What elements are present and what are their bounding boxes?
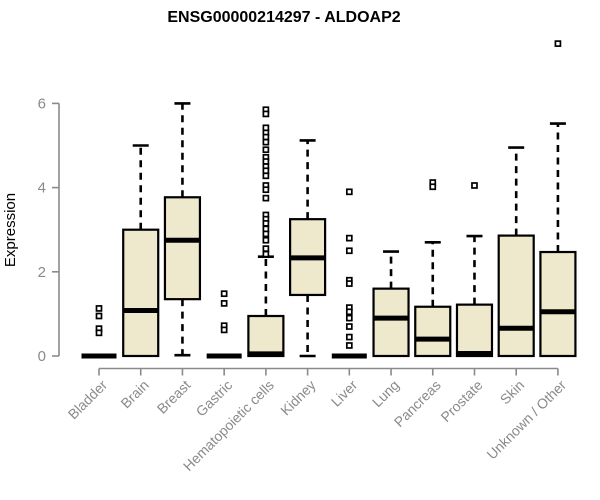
outlier-point xyxy=(345,333,353,341)
outlier-point xyxy=(95,329,103,337)
box xyxy=(122,228,160,358)
outlier-point xyxy=(345,342,353,349)
outlier-point xyxy=(262,236,270,244)
box xyxy=(372,287,410,358)
outlier-point xyxy=(220,326,228,334)
outlier-point xyxy=(471,182,478,189)
outlier-point xyxy=(262,220,270,227)
box xyxy=(539,250,577,358)
outlier-point xyxy=(262,250,270,258)
box xyxy=(247,314,285,358)
category-label: Bladder xyxy=(65,377,111,423)
outlier-point xyxy=(429,183,437,191)
outlier-point xyxy=(220,290,228,298)
y-tick-label: 2 xyxy=(38,264,46,281)
outlier-point xyxy=(345,247,353,255)
outlier-point xyxy=(220,300,228,307)
category-label: Unknown / Other xyxy=(483,377,569,463)
category-label: Skin xyxy=(497,377,528,408)
y-axis-title: Expression xyxy=(2,193,19,267)
y-tick-label: 6 xyxy=(38,95,46,112)
box xyxy=(163,196,202,301)
outlier-point xyxy=(262,194,270,202)
outlier-point xyxy=(262,186,270,194)
outlier-point xyxy=(95,305,103,312)
outlier-point xyxy=(345,308,353,316)
outlier-point xyxy=(345,280,353,287)
outlier-point xyxy=(262,245,270,252)
y-tick-label: 0 xyxy=(38,348,46,365)
category-label: Liver xyxy=(328,377,361,410)
outlier-point xyxy=(345,314,353,322)
category-label: Breast xyxy=(154,377,194,417)
outlier-point xyxy=(345,188,353,196)
box xyxy=(497,234,535,358)
outlier-point xyxy=(345,234,353,242)
outlier-point xyxy=(262,110,270,118)
box xyxy=(455,303,494,358)
category-label: Kidney xyxy=(277,377,319,419)
category-label: Prostate xyxy=(437,377,485,425)
y-tick-label: 4 xyxy=(38,180,46,197)
outlier-point xyxy=(262,230,270,238)
category-label: Lung xyxy=(369,377,402,410)
outlier-point xyxy=(554,40,562,47)
box xyxy=(414,305,452,358)
outlier-point xyxy=(345,323,353,330)
outlier-point xyxy=(262,138,270,146)
outlier-point xyxy=(95,312,103,320)
outlier-point xyxy=(262,172,270,180)
category-label: Brain xyxy=(117,377,151,411)
chart-title: ENSG00000214297 - ALDOAP2 xyxy=(167,9,400,26)
outlier-point xyxy=(262,146,270,154)
